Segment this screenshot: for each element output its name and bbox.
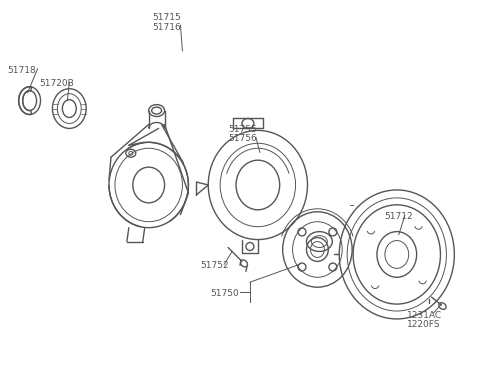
Text: 51720B: 51720B <box>39 79 74 88</box>
Text: 51718: 51718 <box>7 66 36 75</box>
Text: 51755: 51755 <box>228 126 257 134</box>
Text: 1231AC: 1231AC <box>407 311 442 320</box>
Text: 51715: 51715 <box>153 13 181 22</box>
Text: 1220FS: 1220FS <box>407 320 440 329</box>
Text: 51756: 51756 <box>228 134 257 143</box>
Text: 51752: 51752 <box>200 261 229 270</box>
Text: 51712: 51712 <box>384 212 412 221</box>
Text: 51716: 51716 <box>153 23 181 32</box>
Text: 51750: 51750 <box>210 289 239 298</box>
